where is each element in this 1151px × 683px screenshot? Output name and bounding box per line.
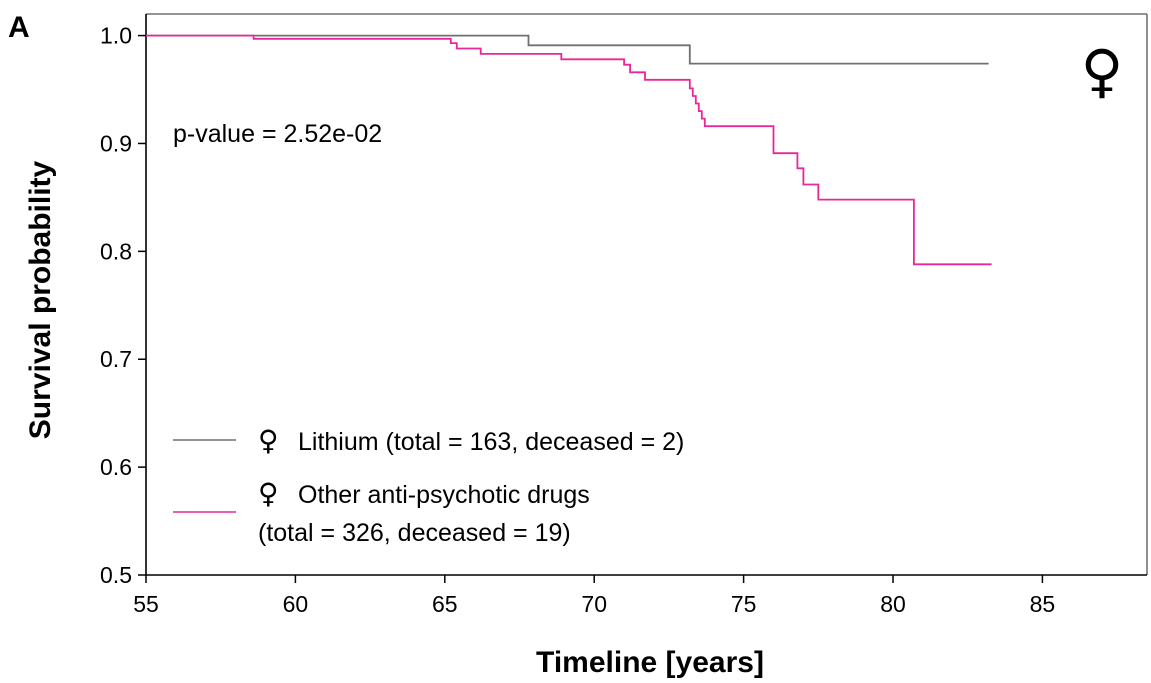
- legend: ♀ Lithium (total = 163, deceased = 2) ♀ …: [173, 424, 684, 547]
- y-tick-label: 0.9: [100, 130, 132, 156]
- y-tick-label: 0.5: [100, 562, 132, 588]
- x-tick-label: 60: [283, 591, 309, 617]
- x-tick-label: 75: [731, 591, 757, 617]
- y-tick-label: 1.0: [100, 23, 132, 49]
- y-tick-label: 0.8: [100, 238, 132, 264]
- p-value-annotation: p-value = 2.52e-02: [173, 120, 382, 148]
- series-other-antipsychotic: [146, 34, 992, 266]
- x-tick-label: 85: [1030, 591, 1056, 617]
- x-tick-label: 55: [133, 591, 159, 617]
- y-tick-label: 0.7: [100, 346, 132, 372]
- legend-label-lithium: Lithium (total = 163, deceased = 2): [298, 428, 684, 456]
- female-symbol-icon: ♀: [1081, 37, 1123, 105]
- x-axis: 55 60 65 70 75 80 85: [133, 575, 1055, 617]
- x-tick-label: 65: [432, 591, 458, 617]
- legend-label-other-line2: (total = 326, deceased = 19): [258, 519, 571, 547]
- legend-label-other-line1: Other anti-psychotic drugs: [298, 481, 590, 509]
- y-axis-title: Survival probability: [24, 160, 57, 439]
- x-tick-label: 80: [880, 591, 906, 617]
- x-axis-title: Timeline [years]: [536, 646, 764, 679]
- y-tick-label: 0.6: [100, 454, 132, 480]
- series-lithium: [146, 34, 989, 65]
- legend-female-icon-lithium: ♀: [258, 424, 279, 457]
- y-axis: 0.5 0.6 0.7 0.8 0.9 1.0: [100, 23, 146, 588]
- plot-frame: [145, 13, 1148, 576]
- panel-label: A: [8, 11, 30, 44]
- series-layer: [146, 34, 992, 266]
- legend-female-icon-other: ♀: [258, 477, 279, 510]
- x-tick-label: 70: [581, 591, 607, 617]
